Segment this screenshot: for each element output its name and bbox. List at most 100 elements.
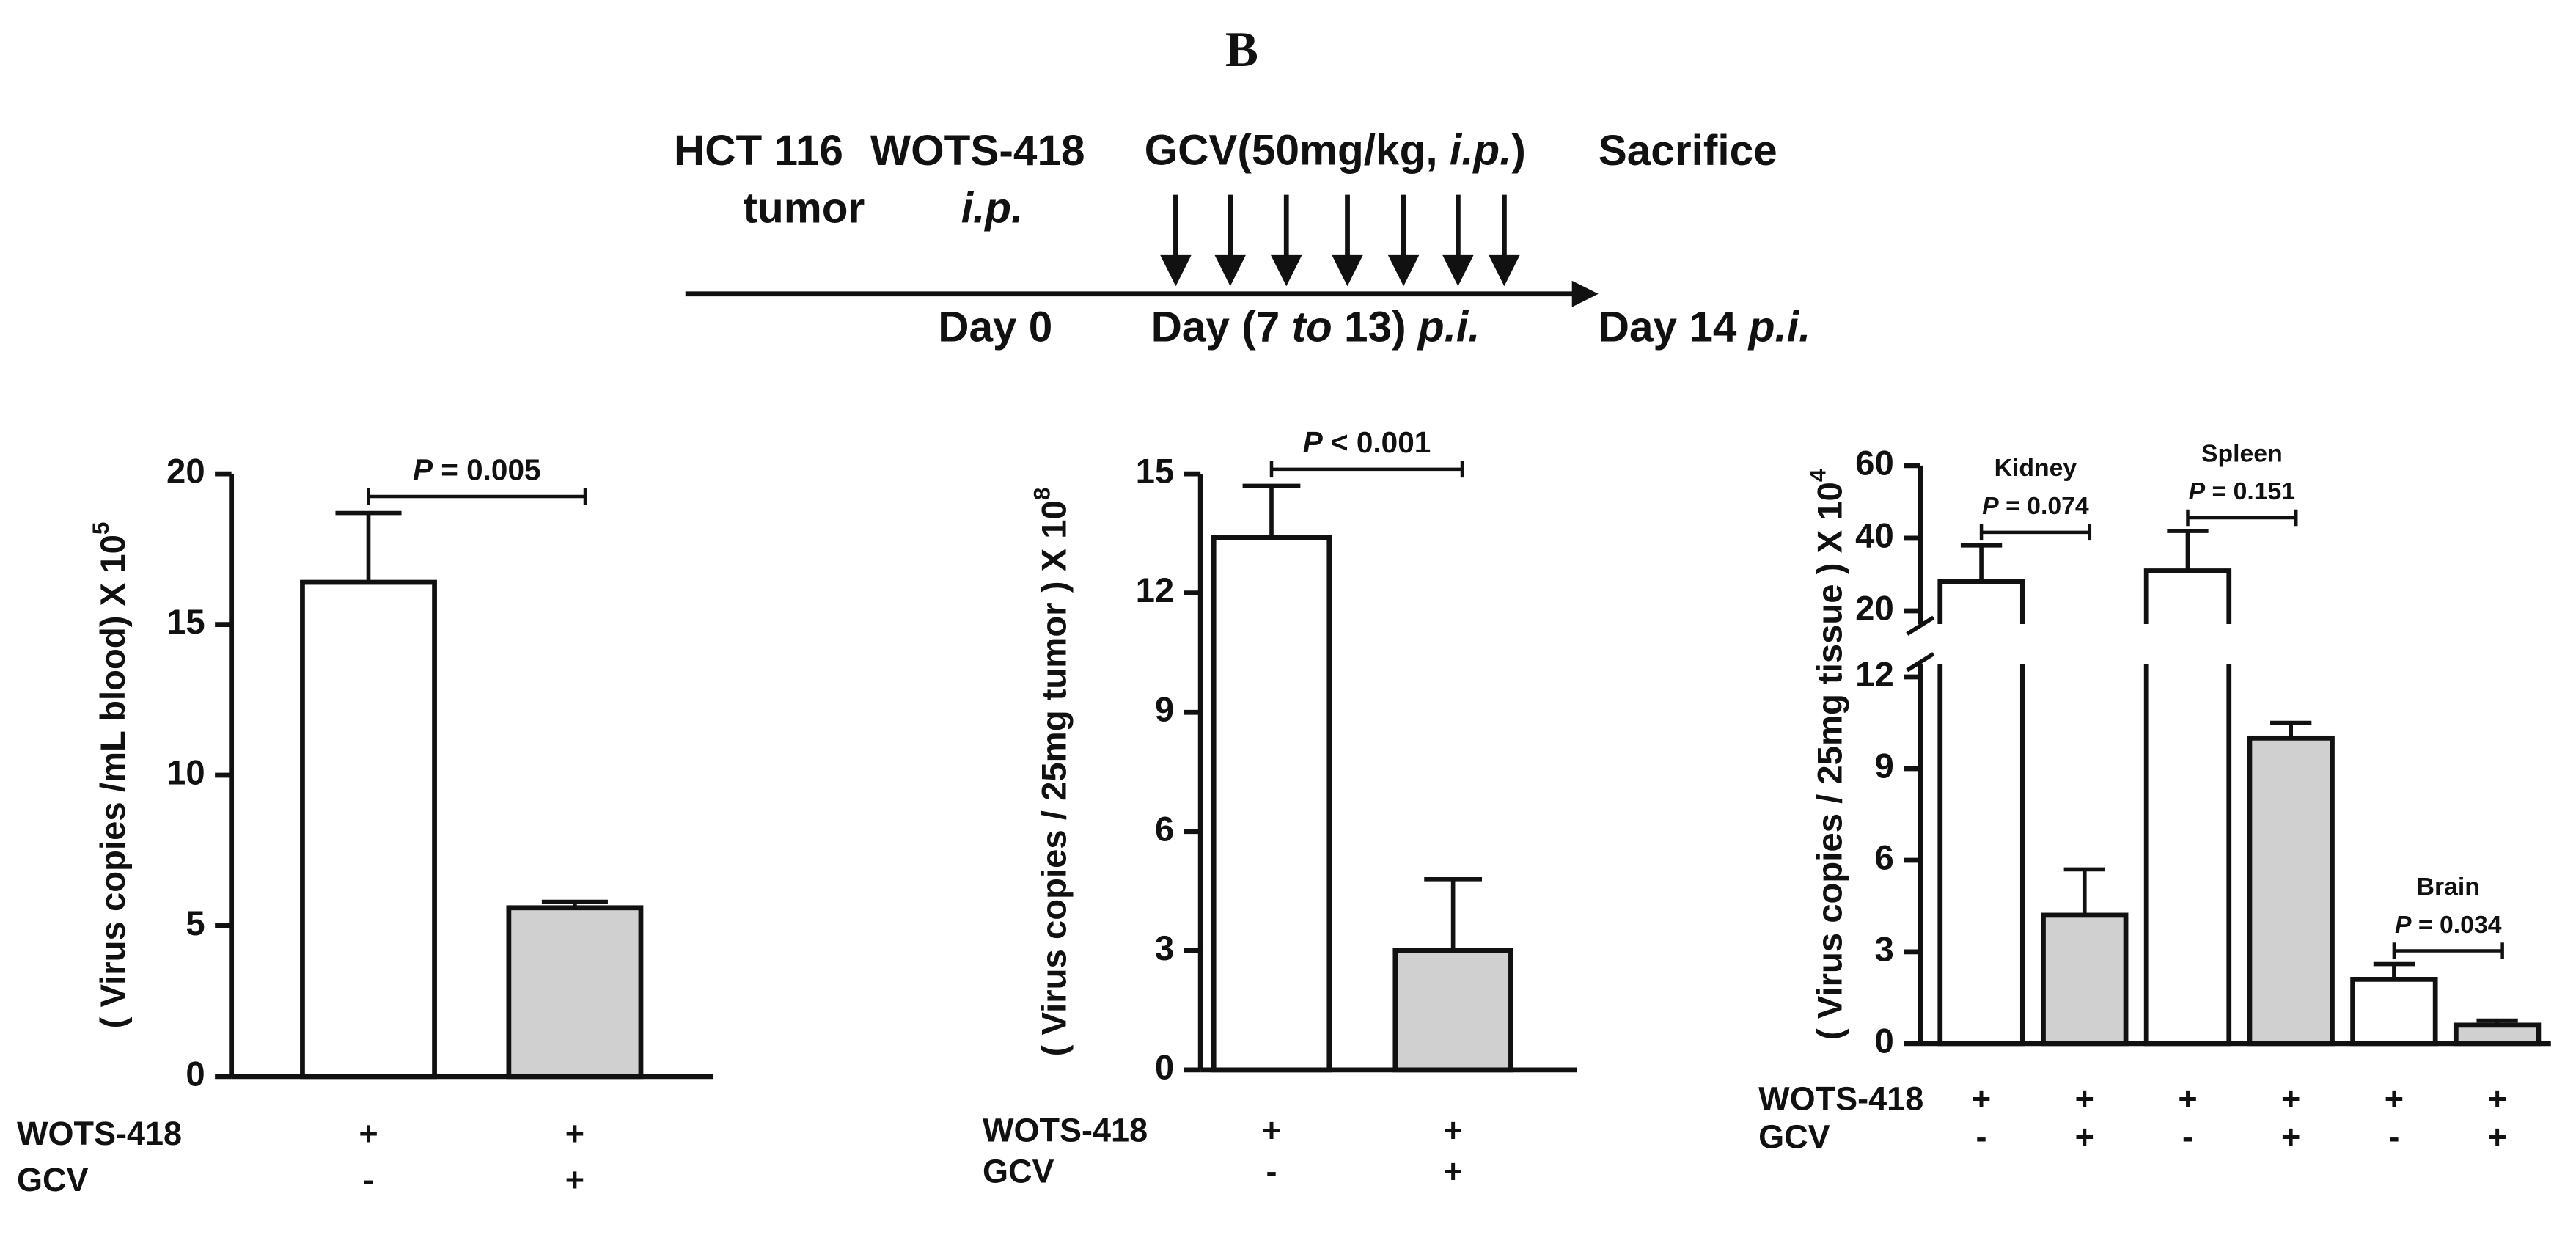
p-text: = 0.034	[2412, 911, 2502, 939]
y-tick-label: 6	[1874, 838, 1893, 877]
bar	[2247, 735, 2335, 1047]
p-text: < 0.001	[1323, 425, 1431, 459]
p-symbol: P	[413, 452, 433, 486]
timeline-label: Day (7 to 13) p.i.	[1151, 304, 1480, 351]
condition-mark: +	[1443, 1111, 1462, 1148]
panel-label: B	[1225, 22, 1258, 77]
y-tick-label: 3	[1874, 930, 1893, 969]
text-part: p.i.	[1417, 304, 1480, 351]
condition-mark: +	[359, 1115, 378, 1152]
y-tick-label: 9	[1155, 691, 1174, 730]
y-axis-label-exponent: 8	[1029, 488, 1055, 501]
axis-break	[1906, 615, 1935, 636]
condition-mark: -	[2388, 1118, 2399, 1155]
y-tick-label: 15	[166, 603, 205, 642]
condition-label: GCV	[17, 1161, 89, 1198]
bar	[506, 905, 644, 1080]
condition-mark: +	[2487, 1080, 2506, 1118]
text-part: )	[1511, 127, 1526, 175]
condition-mark: -	[363, 1161, 374, 1198]
y-tick-label: 12	[1136, 571, 1175, 610]
timeline-label: tumor	[744, 185, 865, 232]
group-label: Spleen	[2201, 439, 2283, 467]
condition-mark: +	[2281, 1080, 2300, 1118]
p-value: P < 0.001	[1303, 425, 1431, 459]
y-tick-label: 10	[166, 753, 205, 792]
timeline-label: i.p.	[961, 185, 1024, 232]
condition-mark: +	[565, 1161, 584, 1198]
p-value: P = 0.034	[2395, 911, 2502, 939]
group-label: Brain	[2417, 873, 2480, 901]
text-part: p.i.	[1747, 304, 1811, 351]
y-tick-label: 6	[1155, 810, 1174, 849]
y-tick-label: 0	[186, 1055, 205, 1093]
timeline-label: HCT 116	[674, 127, 843, 175]
p-value: P = 0.151	[2189, 477, 2296, 505]
p-text: = 0.074	[1999, 492, 2089, 520]
timeline-label: Day 14 p.i.	[1599, 304, 1810, 351]
dose-arrows	[1160, 194, 1520, 287]
timeline: HCT 116 tumor WOTS-418 i.p. GCV(50mg/kg,…	[674, 127, 1810, 351]
condition-mark: +	[2385, 1080, 2404, 1118]
condition-mark: +	[2178, 1080, 2197, 1118]
text-part: GCV(50mg/kg,	[1145, 127, 1450, 175]
axis-break	[1906, 652, 1935, 673]
timeline-label: Day 0	[938, 304, 1052, 351]
condition-mark: -	[1266, 1153, 1277, 1190]
condition-mark: +	[2281, 1118, 2300, 1155]
y-axis-label-exponent: 5	[87, 522, 114, 535]
bar	[300, 579, 437, 1080]
bar	[2350, 977, 2438, 1047]
text-part: 13)	[1332, 304, 1418, 351]
y-axis-label: ( Virus copies / 25mg tumor ) X 108	[1029, 488, 1074, 1057]
text-part: Day (7	[1151, 304, 1292, 351]
p-symbol: P	[1982, 492, 1999, 520]
bar	[2453, 1022, 2542, 1047]
condition-mark: +	[2487, 1118, 2506, 1155]
p-symbol: P	[2395, 911, 2412, 939]
p-symbol: P	[2189, 477, 2206, 505]
y-axis-label-text: ( Virus copies /mL blood) X 10	[95, 535, 133, 1028]
condition-label: WOTS-418	[983, 1111, 1148, 1148]
y-tick-label: 20	[1855, 589, 1894, 628]
y-axis-label-text: ( Virus copies / 25mg tissue ) X 10	[1811, 482, 1850, 1040]
condition-mark: +	[1972, 1080, 1991, 1118]
y-axis-label: ( Virus copies / 25mg tissue ) X 104	[1805, 469, 1850, 1040]
y-tick-label: 60	[1855, 444, 1894, 483]
condition-mark: +	[1443, 1153, 1462, 1190]
timeline-label: GCV(50mg/kg, i.p.)	[1145, 127, 1526, 175]
condition-label: WOTS-418	[17, 1115, 182, 1152]
bar	[1392, 948, 1513, 1073]
bar	[2143, 664, 2232, 1047]
p-text: = 0.151	[2205, 477, 2295, 505]
y-tick-label: 15	[1136, 452, 1175, 491]
y-axis-label: ( Virus copies /mL blood) X 105	[87, 522, 133, 1029]
bar	[1211, 535, 1332, 1073]
p-symbol: P	[1303, 425, 1324, 459]
condition-label: GCV	[983, 1153, 1054, 1190]
y-axis-label-exponent: 4	[1805, 469, 1831, 482]
bar	[2041, 912, 2129, 1047]
p-text: = 0.005	[433, 452, 541, 486]
condition-mark: +	[565, 1115, 584, 1152]
timeline-label: WOTS-418	[870, 127, 1085, 175]
y-axis-label-text: ( Virus copies / 25mg tumor ) X 10	[1035, 500, 1074, 1056]
p-value: P = 0.005	[413, 452, 541, 486]
y-tick-label: 0	[1874, 1022, 1893, 1060]
condition-label: WOTS-418	[1758, 1080, 1923, 1118]
bar	[1937, 664, 2025, 1047]
y-tick-label: 40	[1855, 516, 1894, 555]
condition-mark: +	[2075, 1118, 2094, 1155]
timeline-label: Sacrifice	[1599, 127, 1777, 175]
text-part: i.p.	[1450, 127, 1512, 175]
y-tick-label: 3	[1155, 929, 1174, 968]
condition-mark: -	[2182, 1118, 2193, 1155]
y-tick-label: 0	[1155, 1048, 1174, 1087]
condition-mark: +	[1262, 1111, 1281, 1148]
bar	[1937, 579, 2025, 625]
text-part: Day 14	[1599, 304, 1749, 351]
p-value: P = 0.074	[1982, 492, 2089, 520]
y-tick-label: 5	[186, 904, 205, 943]
